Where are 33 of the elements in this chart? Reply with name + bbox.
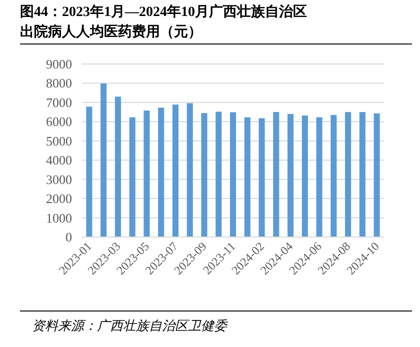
text: 资料来源：广西壮族自治区卫健委 (32, 318, 229, 333)
y-tick-label: 1000 (46, 210, 72, 226)
bar (201, 113, 208, 237)
y-tick-label: 3000 (46, 172, 72, 187)
bar (374, 113, 380, 237)
bar (186, 103, 193, 237)
title: 图44：2023年1月—2024年10月广西壮族自治区出院病人人均医药费用（元） (20, 5, 307, 40)
bar (359, 112, 366, 237)
bar (330, 114, 337, 237)
bar (129, 117, 136, 237)
bar (316, 117, 322, 237)
bar (345, 112, 352, 237)
bar (144, 110, 150, 237)
bar (230, 112, 236, 237)
bar (100, 83, 107, 237)
y-tick-label: 2000 (46, 191, 72, 206)
y-tick-label: 9000 (46, 56, 72, 72)
y-tick-label: 8000 (46, 76, 72, 91)
bar (216, 112, 222, 237)
y-tick-label: 6000 (46, 114, 72, 130)
bar (158, 108, 164, 237)
y-tick-label: 4000 (46, 152, 72, 168)
y-tick-label: 5000 (46, 133, 72, 148)
bar (258, 118, 265, 237)
bar (86, 106, 92, 237)
bar (244, 117, 250, 237)
bar (172, 104, 178, 237)
bar (273, 112, 280, 237)
bar (302, 116, 308, 237)
bar (288, 114, 294, 237)
bar (114, 96, 121, 237)
y-tick-label: 0 (66, 230, 72, 244)
y-tick-label: 7000 (46, 94, 72, 110)
